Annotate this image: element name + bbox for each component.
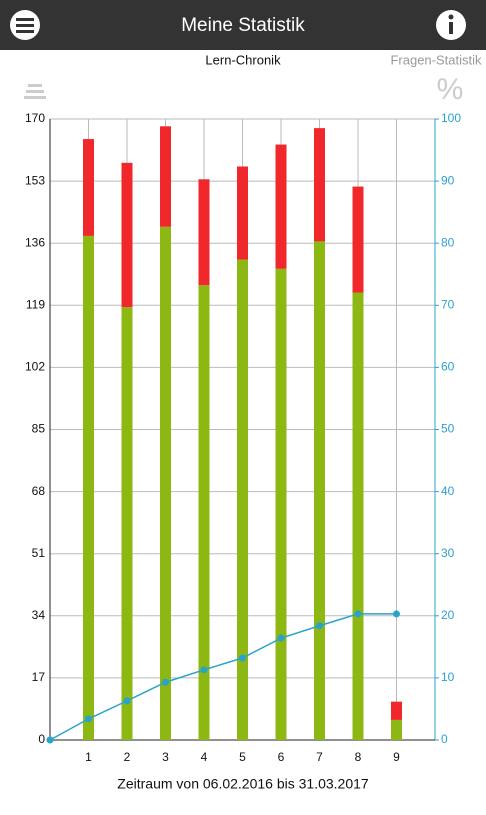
y2-tick-label: 40 bbox=[441, 484, 455, 498]
bar-segment bbox=[275, 268, 287, 740]
bar-segment bbox=[275, 144, 287, 269]
line-point bbox=[200, 666, 208, 674]
y-tick-label: 85 bbox=[32, 422, 46, 436]
x-tick-label: 3 bbox=[162, 750, 169, 764]
app-title: Meine Statistik bbox=[181, 15, 305, 36]
bar-segment bbox=[160, 226, 171, 740]
y-tick-label: 102 bbox=[25, 360, 45, 374]
line-point bbox=[393, 610, 400, 618]
line-point bbox=[316, 622, 323, 630]
tab[interactable]: Lern-Chronik bbox=[205, 52, 281, 67]
x-tick-label: 2 bbox=[124, 750, 131, 764]
line-point bbox=[162, 678, 169, 686]
bar-segment bbox=[83, 235, 94, 741]
y2-tick-label: 30 bbox=[441, 546, 455, 560]
x-tick-label: 8 bbox=[355, 750, 362, 764]
info-button[interactable] bbox=[436, 10, 466, 40]
bar-segment bbox=[352, 186, 364, 293]
bar-segment bbox=[237, 166, 248, 260]
y-tick-label: 34 bbox=[32, 608, 46, 622]
x-tick-label: 6 bbox=[278, 750, 285, 764]
y-tick-label: 170 bbox=[25, 111, 45, 125]
bar-segment bbox=[352, 292, 364, 740]
bar-segment bbox=[198, 179, 210, 286]
y-tick-label: 119 bbox=[26, 297, 45, 311]
tab[interactable]: Fragen-Statistik bbox=[390, 52, 482, 67]
y2-tick-label: 60 bbox=[441, 360, 455, 374]
y-tick-label: 0 bbox=[38, 732, 45, 746]
y-tick-label: 136 bbox=[25, 235, 45, 249]
bar-segment bbox=[121, 162, 133, 308]
x-tick-label: 1 bbox=[85, 750, 92, 764]
bar-segment bbox=[160, 126, 171, 227]
bar-segment bbox=[391, 701, 402, 720]
y2-tick-label: 80 bbox=[441, 235, 455, 249]
line-point bbox=[85, 715, 92, 723]
line bbox=[49, 613, 397, 741]
x-tick-label: 4 bbox=[201, 750, 208, 764]
y2-tick-label: 70 bbox=[441, 297, 455, 311]
line-point bbox=[277, 634, 285, 642]
y-tick-label: 17 bbox=[32, 670, 46, 684]
bar-segment bbox=[83, 139, 94, 236]
x-axis-label: Zeitraum von 06.02.2016 bis 31.03.2017 bbox=[117, 776, 369, 792]
bar-segment bbox=[237, 259, 248, 740]
x-tick-label: 9 bbox=[393, 750, 400, 764]
bar-segment bbox=[391, 719, 402, 740]
y-tick-label: 68 bbox=[32, 484, 46, 498]
app-bar bbox=[0, 0, 486, 50]
menu-button[interactable] bbox=[10, 10, 40, 40]
y-tick-label: 153 bbox=[25, 173, 45, 187]
bar-segment bbox=[198, 285, 210, 740]
line-point bbox=[239, 654, 246, 662]
line-point bbox=[46, 736, 54, 744]
y-tick-label: 51 bbox=[32, 546, 46, 560]
line-point bbox=[354, 610, 362, 618]
y2-tick-label: 20 bbox=[441, 608, 455, 622]
y2-tick-label: 90 bbox=[441, 173, 455, 187]
bar-segment bbox=[121, 307, 133, 740]
line-point bbox=[123, 697, 131, 705]
y2-tick-label: 0 bbox=[441, 732, 448, 746]
percent-icon[interactable]: % bbox=[437, 73, 464, 106]
x-tick-label: 5 bbox=[239, 750, 246, 764]
bar-segment bbox=[314, 241, 325, 740]
y2-tick-label: 100 bbox=[441, 111, 461, 125]
bar-segment bbox=[314, 128, 325, 242]
y2-tick-label: 50 bbox=[441, 422, 455, 436]
x-tick-label: 7 bbox=[316, 750, 323, 764]
bars-icon[interactable] bbox=[24, 84, 46, 99]
y2-tick-label: 10 bbox=[441, 670, 455, 684]
